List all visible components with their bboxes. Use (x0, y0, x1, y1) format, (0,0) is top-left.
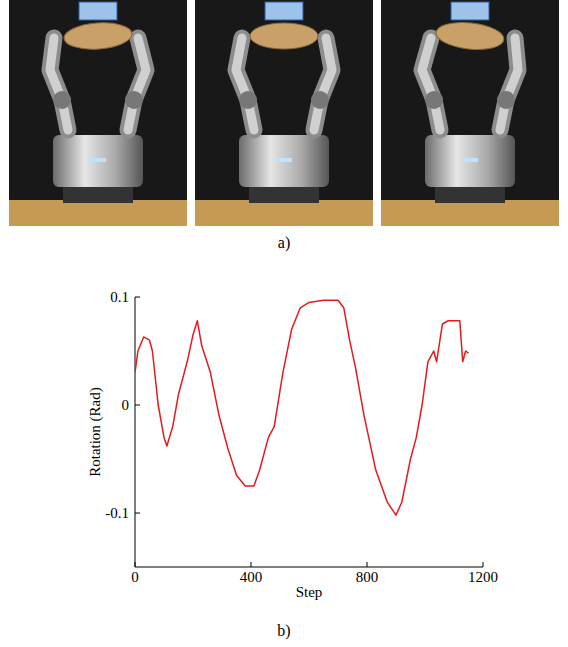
x-tick (367, 562, 368, 567)
x-tick-label: 400 (240, 569, 263, 585)
hand-mount (63, 187, 133, 203)
photo-background (381, 0, 559, 226)
table (381, 200, 559, 226)
joint (125, 91, 143, 109)
x-axis (135, 567, 483, 568)
hand-base (239, 135, 329, 187)
led (276, 158, 292, 162)
photo-background (195, 0, 373, 226)
object (250, 23, 318, 49)
logo (265, 2, 303, 20)
y-tick (135, 405, 140, 406)
x-tick (483, 562, 484, 567)
joint (497, 91, 515, 109)
x-tick-label: 800 (356, 569, 379, 585)
photo-background (9, 0, 187, 226)
logo (79, 2, 117, 20)
finger-highlight (50, 38, 68, 130)
finger (50, 38, 68, 130)
photo (381, 0, 559, 226)
figure: a) 0 400 800 1200 -0.1 0 0.1 Step Rotation (Rad) b… (0, 0, 568, 647)
finger-highlight (128, 38, 146, 130)
object (435, 20, 505, 53)
photo (9, 0, 187, 226)
y-tick-label: 0 (122, 397, 130, 413)
hand-base (425, 135, 515, 187)
x-axis-title: Step (296, 584, 323, 600)
led (462, 158, 478, 162)
finger-highlight (422, 38, 440, 130)
finger (236, 38, 254, 130)
finger (314, 38, 332, 130)
x-tick-label: 1200 (468, 569, 498, 585)
hand-mount (435, 187, 505, 203)
x-tick (135, 562, 136, 567)
object (63, 21, 133, 52)
x-tick (251, 562, 252, 567)
y-tick (135, 513, 140, 514)
table (195, 200, 373, 226)
rotation-line (135, 300, 469, 515)
hand-mount (249, 187, 319, 203)
logo (451, 2, 489, 20)
joint (239, 91, 257, 109)
led (90, 158, 106, 162)
y-tick (135, 297, 140, 298)
joint (311, 91, 329, 109)
joint (425, 91, 443, 109)
finger (422, 38, 440, 130)
finger (500, 38, 518, 130)
finger-highlight (236, 38, 254, 130)
panel-label: b) (277, 622, 290, 640)
y-axis (135, 297, 136, 567)
hand-base (53, 135, 143, 187)
panel-label: a) (278, 234, 290, 252)
plot-area (135, 300, 469, 515)
finger (128, 38, 146, 130)
finger-highlight (314, 38, 332, 130)
y-axis-title: Rotation (Rad) (87, 387, 104, 477)
table (9, 200, 187, 226)
x-tick-label: 0 (131, 569, 139, 585)
y-tick-label: 0.1 (110, 289, 129, 305)
finger-highlight (500, 38, 518, 130)
y-tick-label: -0.1 (105, 505, 129, 521)
photo (195, 0, 373, 226)
joint (53, 91, 71, 109)
